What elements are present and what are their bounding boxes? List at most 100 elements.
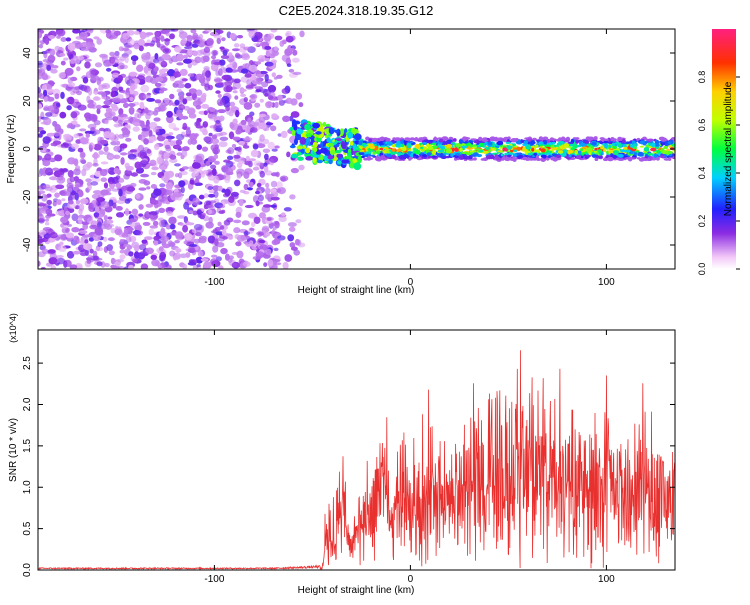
heatmap-cell (223, 81, 233, 87)
heatmap-cell (160, 60, 168, 68)
heatmap-cell (327, 155, 334, 160)
heatmap-cell (107, 237, 115, 242)
heatmap-cell (43, 107, 50, 111)
heatmap-cell (623, 149, 631, 153)
heatmap-cell (407, 151, 413, 154)
heatmap-cell (270, 196, 280, 201)
heatmap-cell (124, 49, 133, 55)
heatmap-cell (452, 138, 457, 142)
heatmap-cell (617, 158, 625, 161)
heatmap-cell (198, 194, 205, 200)
heatmap-cell (496, 140, 504, 146)
heatmap-cell (259, 41, 269, 47)
heatmap-cell (224, 176, 231, 184)
heatmap-cell (80, 47, 90, 52)
heatmap-cell (38, 103, 43, 110)
heatmap-cell (86, 41, 91, 49)
heatmap-cell (653, 153, 658, 159)
heatmap-cell (112, 116, 119, 122)
heatmap-cell (67, 42, 76, 51)
heatmap-x-tick-label: -100 (204, 277, 224, 288)
heatmap-cell (659, 155, 665, 159)
heatmap-cell (422, 141, 428, 146)
heatmap-cell (190, 138, 198, 145)
heatmap-cell (94, 227, 104, 236)
heatmap-cell (203, 193, 209, 199)
heatmap-cell (110, 90, 116, 98)
heatmap-cell (550, 156, 556, 161)
heatmap-cell (88, 202, 94, 210)
heatmap-cell (379, 147, 384, 151)
heatmap-cell (140, 84, 150, 93)
heatmap-cell (253, 121, 260, 127)
heatmap-cell (459, 147, 463, 153)
snr-x-tick-label: -100 (204, 574, 224, 585)
snr-x-tick-label: 100 (598, 574, 615, 585)
heatmap-cell (192, 32, 199, 40)
heatmap-cell (211, 49, 219, 57)
heatmap-cell (143, 94, 151, 100)
heatmap-cell (617, 153, 624, 158)
heatmap-cell (138, 213, 144, 217)
figure-title: C2E5.2024.318.19.35.G12 (279, 3, 434, 18)
heatmap-cell (233, 227, 241, 234)
snr-series-line (38, 350, 675, 570)
heatmap-cell (295, 92, 303, 100)
heatmap-cell (104, 111, 113, 118)
heatmap-cell (86, 257, 93, 261)
heatmap-cell (269, 155, 279, 163)
heatmap-cell (86, 161, 93, 168)
heatmap-cell (221, 37, 226, 42)
heatmap-cell (109, 51, 115, 57)
heatmap-cell (267, 259, 274, 267)
heatmap-cell (353, 133, 362, 141)
heatmap-cell (299, 136, 307, 145)
heatmap-cell (576, 155, 582, 160)
heatmap-cell (606, 157, 614, 162)
heatmap-cell (312, 122, 320, 129)
heatmap-cell (439, 152, 444, 158)
heatmap-cell (504, 152, 509, 156)
heatmap-cell (133, 43, 140, 50)
heatmap-cell (262, 148, 271, 154)
heatmap-cell (191, 228, 197, 234)
heatmap-cell (630, 144, 635, 148)
heatmap-cell (148, 228, 155, 236)
heatmap-cell (95, 205, 100, 214)
heatmap-cell (208, 132, 213, 137)
heatmap-cell (366, 155, 372, 161)
heatmap-cell (239, 88, 247, 92)
heatmap-cell (288, 68, 295, 73)
heatmap-cell (130, 182, 137, 188)
heatmap-cell (169, 154, 177, 160)
heatmap-cell (386, 153, 392, 158)
heatmap-cell (86, 95, 91, 104)
heatmap-cell (79, 128, 87, 132)
heatmap-cell (178, 31, 188, 39)
heatmap-cell (660, 148, 665, 152)
heatmap-cell (46, 88, 54, 94)
heatmap-cell (64, 67, 74, 76)
colorbar-tick-label: 0.2 (697, 215, 707, 228)
heatmap-cell (285, 35, 294, 43)
heatmap-cell (109, 56, 116, 64)
heatmap-cell (219, 46, 225, 50)
heatmap-cell (192, 50, 198, 57)
heatmap-cell (484, 146, 491, 150)
heatmap-cell (228, 131, 235, 140)
heatmap-cell (286, 63, 292, 67)
heatmap-cell (144, 236, 153, 241)
heatmap-cell (160, 228, 165, 236)
heatmap-cell (142, 109, 152, 114)
heatmap-cell (273, 46, 279, 52)
heatmap-cell (119, 143, 128, 149)
heatmap-cell (512, 143, 516, 147)
heatmap-cell (159, 150, 165, 155)
heatmap-cell (228, 52, 233, 58)
heatmap-cell (327, 143, 334, 147)
heatmap-cell (148, 130, 153, 137)
heatmap-cell (89, 248, 94, 254)
heatmap-cell (134, 161, 142, 169)
heatmap-cell (97, 241, 103, 247)
heatmap-cell (122, 129, 131, 136)
